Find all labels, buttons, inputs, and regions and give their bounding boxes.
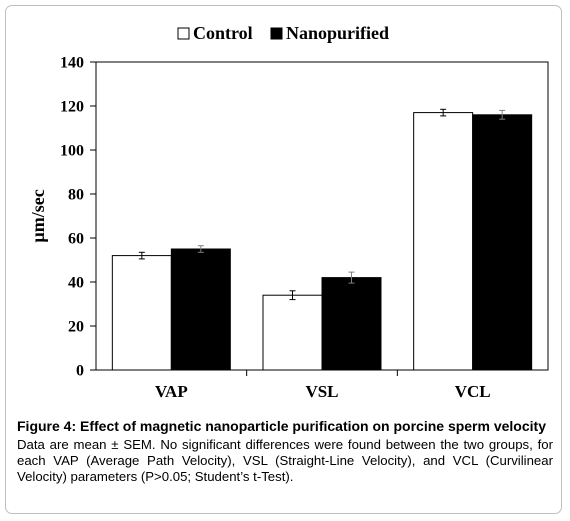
bar-chart: Control Nanopurified 0 20 40 60 80 100 120 140 V… [28,23,549,401]
y-axis: 0 20 40 60 80 100 120 140 [60,55,96,380]
caption-title: Figure 4: Effect of magnetic nanoparticl… [17,418,546,434]
bar-nanopurified-vsl [321,277,382,371]
y-tick-label: 60 [68,231,84,248]
bar-control-vap [111,255,172,371]
y-tick-label: 100 [60,143,84,160]
y-tick-label: 80 [68,187,84,204]
legend-swatch-control [177,27,190,40]
legend-label-nanopurified: Nanopurified [286,23,389,43]
caption-body: Data are mean ± SEM. No significant diff… [17,437,553,484]
y-tick-label: 120 [60,99,84,116]
bar-nanopurified-vcl [472,114,533,371]
y-axis-label: µm/sec [28,189,48,242]
bar-nanopurified-vap [170,248,231,371]
y-tick-label: 140 [60,55,84,72]
x-axis: VAP VSL VCL [155,370,491,401]
legend: Control Nanopurified [177,23,389,43]
legend-label-control: Control [193,23,253,43]
bar-control-vcl [413,112,474,371]
bar-control-vsl [262,294,323,371]
x-tick-label: VCL [455,382,491,401]
x-tick-label: VAP [155,382,188,401]
bars [111,108,533,371]
x-tick-label: VSL [305,382,338,401]
figure-caption: Figure 4: Effect of magnetic nanoparticl… [17,418,553,485]
y-tick-label: 0 [76,363,84,380]
legend-swatch-nanopurified [270,27,283,40]
y-tick-label: 20 [68,319,84,336]
y-tick-label: 40 [68,275,84,292]
